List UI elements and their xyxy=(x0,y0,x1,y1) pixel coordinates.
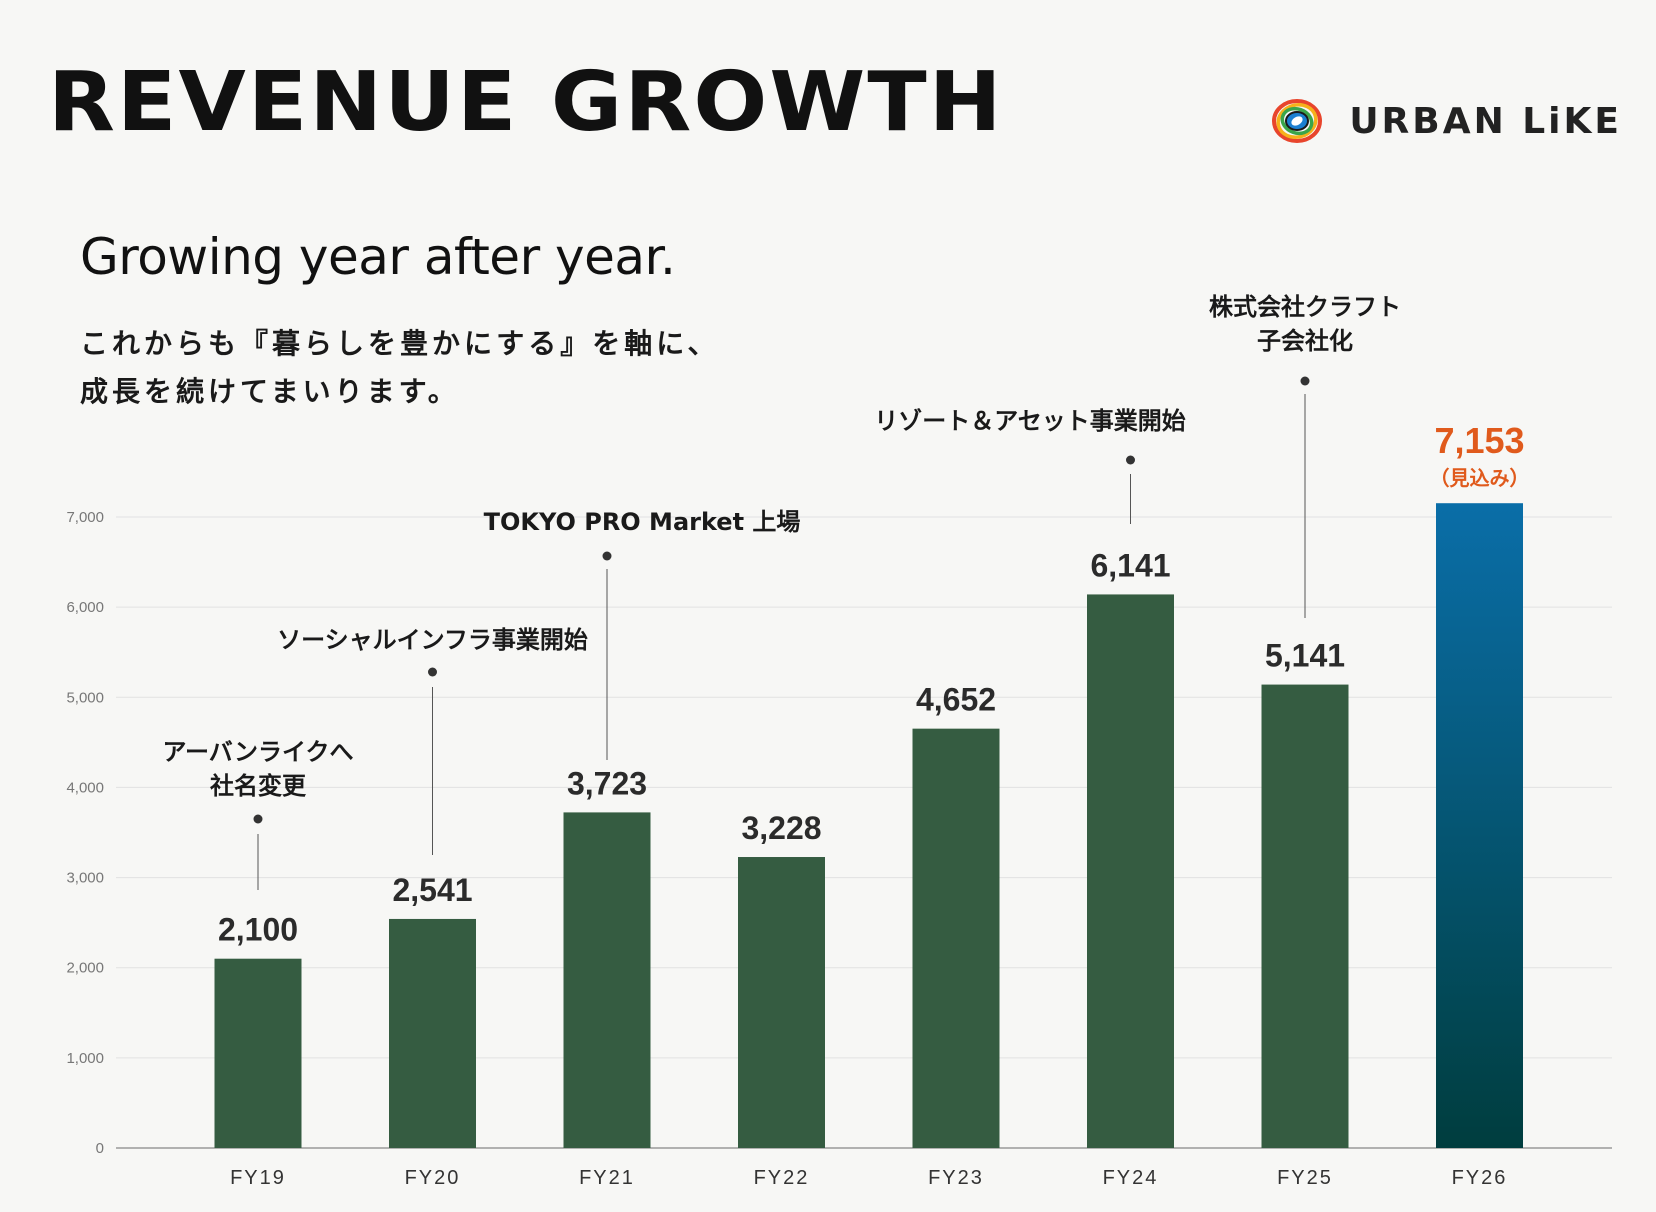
y-tick-label: 5,000 xyxy=(66,689,104,706)
x-tick-label: FY20 xyxy=(405,1167,461,1189)
brand-ring-icon xyxy=(1272,99,1323,143)
value-label: 7,153 xyxy=(1434,420,1524,461)
annotation-label: TOKYO PRO Market 上場 xyxy=(484,508,801,536)
bar-fy24 xyxy=(1087,594,1174,1148)
y-tick-label: 2,000 xyxy=(66,960,104,977)
bar-fy25 xyxy=(1261,684,1349,1148)
y-tick-label: 3,000 xyxy=(66,870,104,887)
annotation-dot xyxy=(428,667,437,677)
annotation-dot xyxy=(253,814,263,824)
annotation-dot xyxy=(1300,376,1310,386)
bar-fy23 xyxy=(912,728,1000,1148)
x-tick-label: FY25 xyxy=(1277,1167,1333,1189)
bar-fy21 xyxy=(563,812,651,1148)
lead-line-2: 成長を続けてまいります。 xyxy=(80,375,460,408)
bars xyxy=(214,503,1523,1148)
x-tick-label: FY21 xyxy=(579,1167,635,1189)
y-tick-label: 1,000 xyxy=(66,1050,104,1067)
annotation-label: リゾート＆アセット事業開始 xyxy=(874,407,1186,435)
value-label: 4,652 xyxy=(916,682,996,718)
y-tick-label: 0 xyxy=(96,1140,104,1157)
y-tick-label: 4,000 xyxy=(66,779,104,796)
annotation-dot xyxy=(602,551,612,561)
annotation-label: 社名変更 xyxy=(210,772,307,800)
bar-fy20 xyxy=(389,918,476,1148)
grid-lines xyxy=(116,516,1612,1059)
x-tick-label: FY22 xyxy=(754,1167,810,1189)
y-axis: 0 1,000 2,000 3,000 4,000 5,000 6,000 7,000 xyxy=(66,509,1612,1157)
brand-logo: URBAN LiKE xyxy=(1269,96,1622,146)
annotation-label: 子会社化 xyxy=(1257,327,1353,355)
value-label: 3,228 xyxy=(741,810,821,846)
bar-fy22 xyxy=(738,857,825,1148)
subtitle: Growing year after year. xyxy=(80,228,676,286)
page-title: REVENUE GROWTH xyxy=(48,55,1004,150)
value-labels: 2,100 2,541 3,723 3,228 4,652 6,141 5,141 7,153… xyxy=(218,420,1530,947)
y-tick-label: 6,000 xyxy=(66,599,104,616)
value-label: 6,141 xyxy=(1090,547,1170,583)
annotation-label: ソーシャルインフラ事業開始 xyxy=(277,626,588,654)
value-label: 2,100 xyxy=(218,912,298,948)
y-tick-label: 7,000 xyxy=(66,509,104,526)
bar-fy19 xyxy=(214,958,302,1148)
annotation-dot xyxy=(1126,455,1135,465)
value-label: 2,541 xyxy=(392,872,472,908)
annotation-label: アーバンライクへ xyxy=(162,738,353,766)
x-tick-label: FY26 xyxy=(1452,1167,1508,1189)
x-axis: FY19 FY20 FY21 FY22 FY23 FY24 FY25 FY26 xyxy=(230,1167,1508,1189)
bar-fy26 xyxy=(1436,503,1523,1148)
forecast-label: （見込み） xyxy=(1430,466,1530,490)
brand-name: URBAN LiKE xyxy=(1349,100,1622,142)
annotation-label: 株式会社クラフト xyxy=(1209,293,1401,321)
value-label: 5,141 xyxy=(1265,638,1345,674)
lead-text: これからも『暮らしを豊かにする』を軸に、 成長を続けてまいります。 xyxy=(80,320,719,416)
x-tick-label: FY19 xyxy=(230,1167,286,1189)
x-tick-label: FY24 xyxy=(1103,1167,1159,1189)
x-tick-label: FY23 xyxy=(928,1167,984,1189)
value-label: 3,723 xyxy=(567,765,647,801)
lead-line-1: これからも『暮らしを豊かにする』を軸に、 xyxy=(80,327,720,360)
